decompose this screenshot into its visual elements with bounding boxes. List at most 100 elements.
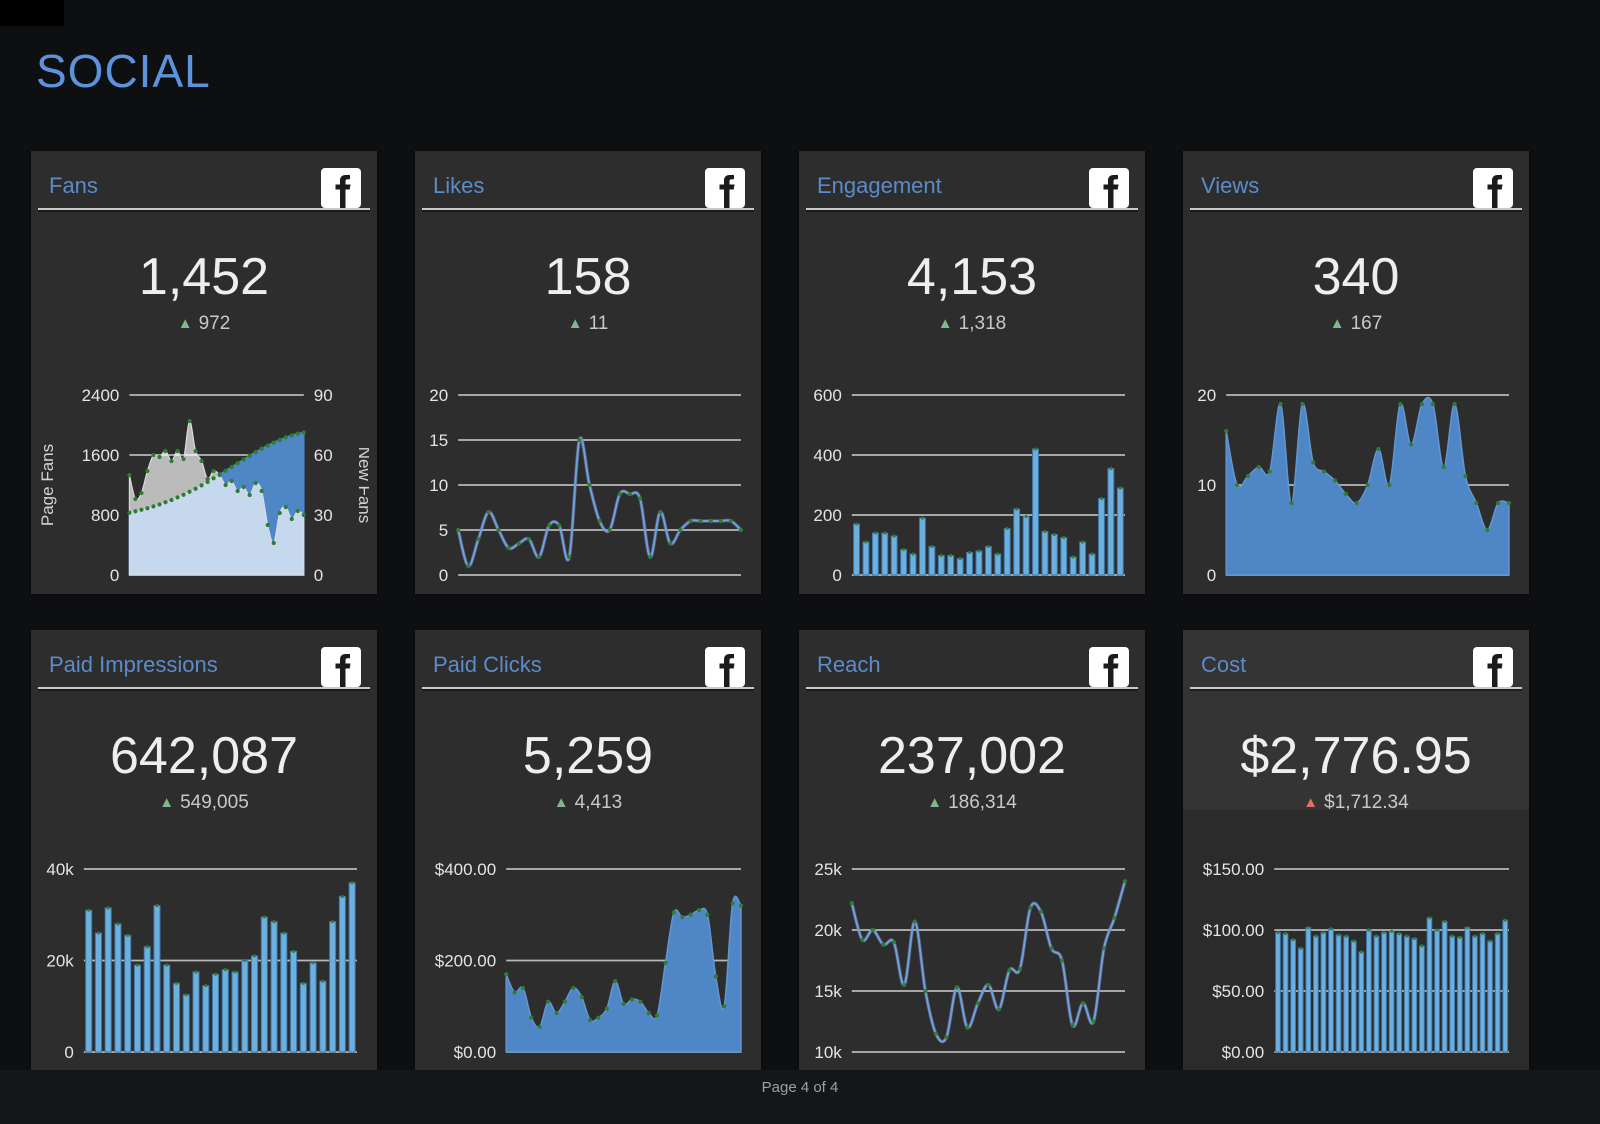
header-divider [422, 687, 754, 689]
card-title-views: Views [1201, 173, 1260, 198]
svg-text:600: 600 [813, 386, 841, 405]
chart-paid-clicks: $0.00 $200.00 $400.00 [435, 860, 744, 1062]
page-footer: Page 4 of 4 [0, 1070, 1600, 1124]
card-header: Fans [31, 151, 377, 208]
card-header: Likes [415, 151, 761, 208]
stat-delta-likes: ▲ 11 [415, 313, 761, 335]
chart-container-paid-clicks: $0.00 $200.00 $400.00 [423, 855, 753, 1067]
stat-value-likes: 158 [544, 248, 632, 306]
svg-text:0: 0 [439, 566, 448, 585]
stat-value-cost: $2,776.95 [1240, 727, 1472, 785]
svg-text:$100.00: $100.00 [1203, 921, 1264, 940]
svg-text:20: 20 [429, 386, 448, 405]
delta-value: $1,712.34 [1324, 792, 1409, 813]
svg-text:$150.00: $150.00 [1203, 860, 1264, 879]
chart-fans: 0 800 1600 2400 0 30 60 90 Page Fans New Fans [39, 386, 369, 585]
card-title-paid-clicks: Paid Clicks [433, 652, 542, 677]
header-divider [422, 208, 754, 210]
window-corner-artifact [0, 0, 64, 26]
svg-text:200: 200 [813, 506, 841, 525]
svg-text:Page Fans: Page Fans [39, 444, 57, 526]
chart-engagement: 0 200 400 600 [813, 386, 1125, 585]
svg-text:$0.00: $0.00 [1222, 1043, 1265, 1062]
stat-delta-fans: ▲ 972 [31, 313, 377, 335]
svg-text:20: 20 [1197, 386, 1216, 405]
card-header: Reach [799, 630, 1145, 687]
svg-text:25k: 25k [814, 860, 842, 879]
delta-value: 11 [588, 313, 609, 334]
svg-text:0: 0 [110, 566, 119, 585]
svg-text:20k: 20k [46, 952, 74, 971]
delta-up-triangle-icon: ▲ [567, 315, 583, 332]
card-header: Views [1183, 151, 1529, 208]
delta-up-triangle-icon: ▲ [159, 794, 175, 811]
svg-text:$400.00: $400.00 [435, 860, 496, 879]
svg-text:$0.00: $0.00 [454, 1043, 497, 1062]
facebook-icon [1089, 168, 1129, 208]
delta-value: 972 [198, 313, 231, 334]
card-header: Paid Clicks [415, 630, 761, 687]
card-engagement: Engagement 4,153 ▲ 1,318 0 200 400 600 [799, 151, 1145, 594]
card-row-bottom: Paid Impressions 642,087 ▲ 549,005 0 20k 40k Pa… [31, 630, 1529, 1070]
delta-up-triangle-icon: ▲ [927, 794, 943, 811]
card-reach: Reach 237,002 ▲ 186,314 10k 15k 20k 25k [799, 630, 1145, 1070]
delta-up-triangle-icon: ▲ [177, 315, 193, 332]
card-title-engagement: Engagement [817, 173, 942, 198]
facebook-icon [1473, 647, 1513, 687]
card-header: Paid Impressions [31, 630, 377, 687]
svg-text:10k: 10k [814, 1043, 842, 1062]
card-title-reach: Reach [817, 652, 881, 677]
svg-text:$200.00: $200.00 [435, 952, 496, 971]
delta-up-triangle-icon: ▲ [937, 315, 953, 332]
svg-text:10: 10 [1197, 476, 1216, 495]
svg-text:800: 800 [91, 506, 119, 525]
svg-text:90: 90 [314, 386, 333, 405]
delta-value: 549,005 [180, 792, 249, 813]
stat-delta-engagement: ▲ 1,318 [799, 313, 1145, 335]
delta-value: 186,314 [948, 792, 1017, 813]
delta-value: 167 [1350, 313, 1383, 334]
facebook-icon [705, 647, 745, 687]
chart-views: 0 10 20 [1197, 386, 1512, 585]
svg-text:0: 0 [832, 566, 841, 585]
stat-value-paid-clicks: 5,259 [522, 727, 654, 785]
chart-container-reach: 10k 15k 20k 25k [807, 855, 1137, 1067]
svg-text:15k: 15k [814, 982, 842, 1001]
stat-delta-views: ▲ 167 [1183, 313, 1529, 335]
svg-text:60: 60 [314, 446, 333, 465]
facebook-icon [1473, 168, 1513, 208]
header-divider [38, 687, 370, 689]
stat-value-views: 340 [1312, 248, 1400, 306]
header-divider [1190, 687, 1522, 689]
card-header: Engagement [799, 151, 1145, 208]
page-title: SOCIAL [36, 45, 211, 97]
card-title-paid-impressions: Paid Impressions [49, 652, 218, 677]
card-views: Views 340 ▲ 167 0 10 20 [1183, 151, 1529, 594]
card-paid-impressions: Paid Impressions 642,087 ▲ 549,005 0 20k 40k [31, 630, 377, 1070]
chart-container-cost: $0.00 $50.00 $100.00 $150.00 [1191, 855, 1521, 1067]
chart-container-likes: 0 5 10 15 20 [423, 371, 753, 591]
card-likes: Likes 158 ▲ 11 0 5 10 15 20 [415, 151, 761, 594]
card-title-cost: Cost [1201, 652, 1247, 677]
card-title-likes: Likes [433, 173, 485, 198]
chart-reach: 10k 15k 20k 25k [814, 860, 1128, 1062]
delta-value: 4,413 [574, 792, 623, 813]
svg-text:0: 0 [314, 566, 323, 585]
svg-text:20k: 20k [814, 921, 842, 940]
chart-cost: $0.00 $50.00 $100.00 $150.00 [1203, 860, 1509, 1062]
svg-text:30: 30 [314, 506, 333, 525]
svg-text:5: 5 [439, 521, 448, 540]
stat-delta-paid-clicks: ▲ 4,413 [415, 792, 761, 814]
chart-container-engagement: 0 200 400 600 [807, 371, 1137, 591]
svg-text:1600: 1600 [82, 446, 120, 465]
card-header: Cost [1183, 630, 1529, 687]
svg-text:2400: 2400 [82, 386, 120, 405]
card-cost: Cost $2,776.95 ▲ $1,712.34 $0.00 $50.00 $100.0… [1183, 630, 1529, 1070]
svg-text:15: 15 [429, 431, 448, 450]
svg-text:0: 0 [1207, 566, 1216, 585]
delta-up-triangle-icon: ▲ [553, 794, 569, 811]
header-divider [1190, 208, 1522, 210]
facebook-icon [1089, 647, 1129, 687]
svg-text:0: 0 [64, 1043, 73, 1062]
